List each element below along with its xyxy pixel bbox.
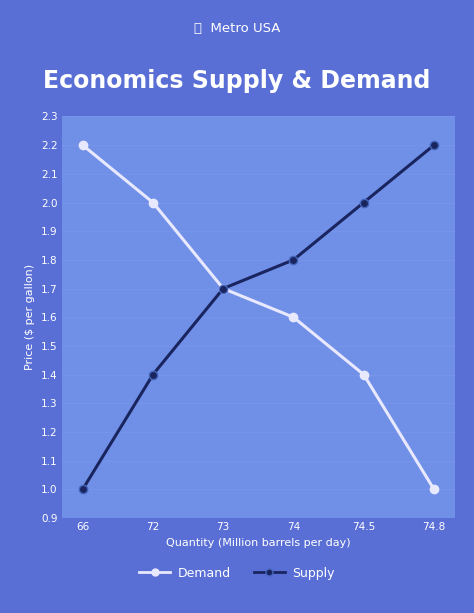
Demand	[291, 313, 296, 321]
Y-axis label: Price ($ per gallon): Price ($ per gallon)	[25, 264, 35, 370]
Demand	[220, 285, 226, 292]
X-axis label: Quantity (Million barrels per day): Quantity (Million barrels per day)	[166, 538, 351, 547]
Demand	[431, 485, 437, 493]
Supply	[361, 199, 366, 206]
Supply	[431, 142, 437, 149]
Supply	[291, 256, 296, 264]
Line: Supply: Supply	[79, 141, 438, 493]
Demand	[80, 142, 85, 149]
Text: Economics Supply & Demand: Economics Supply & Demand	[43, 69, 431, 93]
Line: Demand: Demand	[79, 141, 438, 493]
Legend: Demand, Supply: Demand, Supply	[134, 562, 340, 585]
Demand	[150, 199, 156, 206]
Supply	[220, 285, 226, 292]
Demand	[361, 371, 366, 378]
Supply	[150, 371, 156, 378]
Text: 🛢  Metro USA: 🛢 Metro USA	[194, 22, 280, 35]
Supply	[80, 485, 85, 493]
